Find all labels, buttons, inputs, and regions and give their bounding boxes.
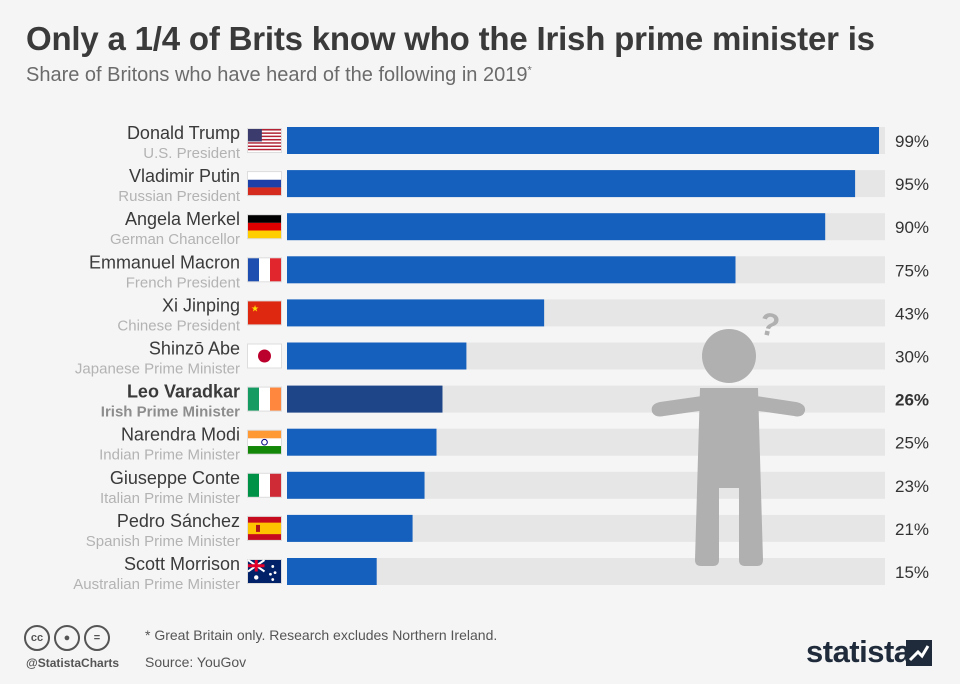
bar (287, 170, 856, 198)
australia-flag-icon (247, 559, 282, 584)
bar (287, 385, 443, 413)
bar-row: 95% Vladimir Putin Russian President (118, 166, 929, 205)
value-label: 99% (895, 132, 929, 151)
value-label: 23% (895, 477, 929, 496)
chart-rows: 99% Donald Trump U.S. President 95% Vladimir… (73, 123, 929, 593)
category-label: Scott Morrison (124, 554, 240, 574)
ireland-flag-icon (247, 386, 282, 412)
bar-row: 43% Xi Jinping Chinese President ★ (117, 295, 929, 334)
role-label: Irish Prime Minister (101, 404, 240, 421)
creative-commons-icon: cc (24, 625, 50, 651)
value-label: 26% (895, 391, 929, 410)
bar-row: 25% Narendra Modi Indian Prime Minister (99, 425, 929, 464)
role-label: Spanish Prime Minister (86, 533, 240, 550)
value-label: 95% (895, 175, 929, 194)
source-note: Source: YouGov (145, 654, 247, 670)
category-label: Pedro Sánchez (117, 511, 240, 531)
category-label: Giuseppe Conte (110, 468, 240, 488)
role-label: Chinese President (117, 317, 240, 334)
license-icons: cc ● = (24, 625, 114, 651)
us-flag-icon (247, 128, 282, 153)
no-derivatives-icon: = (84, 625, 110, 651)
spain-flag-icon (247, 515, 282, 541)
statista-logo[interactable]: statista (806, 634, 911, 669)
bar (287, 213, 826, 241)
france-flag-icon (247, 257, 282, 283)
chart-subtitle: Share of Britons who have heard of the f… (26, 64, 532, 86)
value-label: 75% (895, 261, 929, 280)
bar-row: 99% Donald Trump U.S. President (127, 123, 929, 162)
value-label: 25% (895, 434, 929, 453)
role-label: Russian President (118, 188, 241, 205)
bar (287, 299, 545, 327)
china-flag-icon: ★ (247, 300, 282, 326)
bar (287, 514, 413, 542)
category-label: Leo Varadkar (127, 382, 240, 402)
category-label: Xi Jinping (162, 295, 240, 315)
bar-row: 30% Shinzō Abe Japanese Prime Minister (75, 339, 929, 378)
attribution-person-icon: ● (54, 625, 80, 651)
role-label: Italian Prime Minister (100, 490, 240, 507)
chart-title: Only a 1/4 of Brits know who the Irish p… (26, 20, 875, 57)
bar (287, 256, 736, 284)
value-label: 21% (895, 520, 929, 539)
category-label: Shinzō Abe (149, 339, 240, 359)
germany-flag-icon (247, 214, 282, 240)
footnote: * Great Britain only. Research excludes … (145, 627, 498, 643)
category-label: Narendra Modi (121, 425, 240, 445)
bar (287, 471, 425, 499)
japan-flag-icon (247, 343, 282, 369)
role-label: Indian Prime Minister (99, 447, 240, 464)
value-label: 15% (895, 563, 929, 582)
bar-row: 21% Pedro Sánchez Spanish Prime Minister (86, 511, 929, 550)
role-label: French President (126, 274, 241, 291)
statista-logo-icon (906, 640, 932, 666)
bar-row: 90% Angela Merkel German Chancellor (110, 209, 929, 248)
bar (287, 428, 437, 456)
svg-text:★: ★ (251, 304, 259, 314)
bar-row: 23% Giuseppe Conte Italian Prime Minister (100, 468, 929, 507)
role-label: Australian Prime Minister (73, 576, 240, 593)
confused-person-icon: ? (651, 305, 806, 566)
russia-flag-icon (247, 171, 282, 197)
bar (287, 342, 467, 370)
role-label: German Chancellor (110, 231, 240, 248)
category-label: Donald Trump (127, 123, 240, 143)
italy-flag-icon (247, 472, 282, 498)
role-label: U.S. President (143, 145, 241, 162)
category-label: Angela Merkel (125, 209, 240, 229)
bar-row: 26% Leo Varadkar Irish Prime Minister (101, 382, 929, 421)
value-label: 30% (895, 348, 929, 367)
bar-row: 15% Scott Morrison Australian Prime Minist… (73, 554, 929, 593)
category-label: Emmanuel Macron (89, 252, 240, 272)
bar (287, 127, 880, 154)
role-label: Japanese Prime Minister (75, 361, 240, 378)
category-label: Vladimir Putin (129, 166, 240, 186)
bar-track (287, 558, 885, 585)
value-label: 90% (895, 218, 929, 237)
india-flag-icon (247, 429, 282, 455)
bar (287, 558, 377, 585)
twitter-handle[interactable]: @StatistaCharts (26, 656, 120, 670)
value-label: 43% (895, 304, 929, 323)
bar-row: 75% Emmanuel Macron French President (89, 252, 929, 291)
